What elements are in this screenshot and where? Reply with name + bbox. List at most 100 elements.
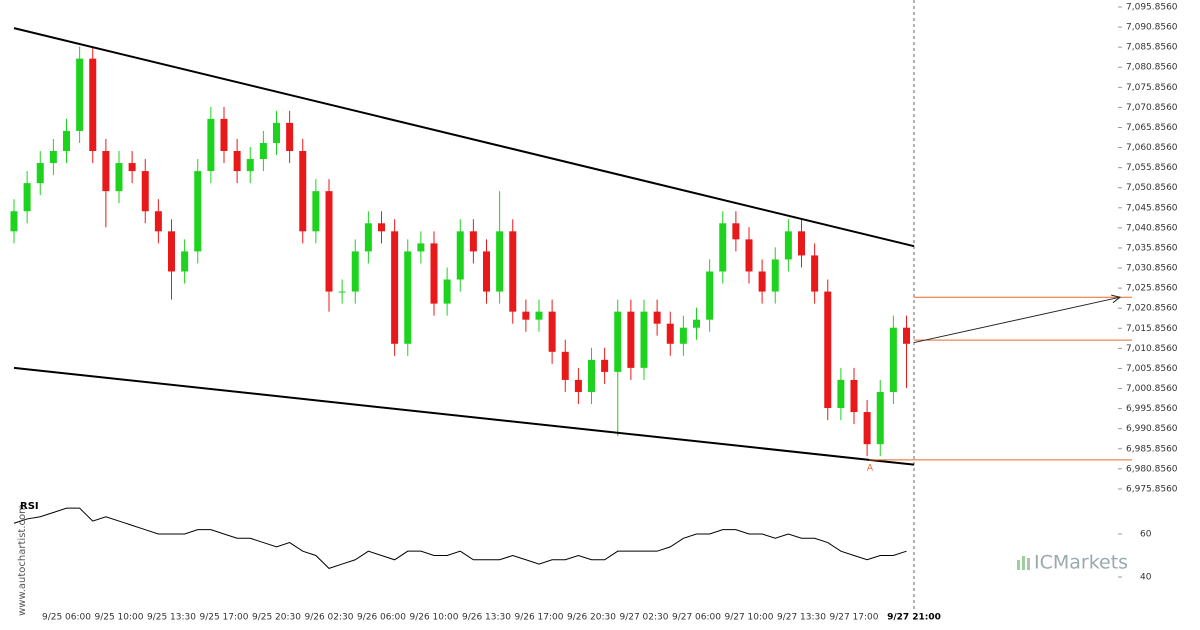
- candle-body: [758, 271, 766, 292]
- y-tick-label: 7,060.8560: [1126, 143, 1178, 153]
- y-tick-label: 7,050.8560: [1126, 183, 1178, 193]
- x-tick-label: 9/26 17:00: [514, 613, 563, 623]
- candle-body: [273, 122, 280, 143]
- candle-body: [522, 311, 530, 320]
- candle-body: [404, 251, 412, 344]
- y-tick-label: 7,080.8560: [1126, 63, 1178, 73]
- y-tick-label: 6,990.8560: [1126, 424, 1178, 434]
- y-tick-label: 7,055.8560: [1126, 163, 1178, 173]
- candle-body: [863, 412, 871, 445]
- forecast-arrow: [913, 296, 1121, 344]
- x-tick-label: 9/26 06:00: [357, 613, 406, 623]
- point-label: A: [867, 464, 874, 474]
- candle-body: [850, 379, 858, 413]
- x-tick-label: 9/27 10:00: [724, 613, 773, 623]
- candle-body: [456, 231, 464, 280]
- candle-body: [286, 122, 294, 152]
- y-tick-label: 7,065.8560: [1126, 123, 1178, 133]
- candle-body: [693, 319, 700, 328]
- rsi-line: [13, 507, 907, 569]
- y-tick-label: 7,085.8560: [1126, 43, 1178, 53]
- x-tick-label: 9/26 20:30: [567, 613, 616, 623]
- y-tick-label: 7,005.8560: [1126, 364, 1178, 374]
- candle-body: [535, 311, 543, 320]
- candle-body: [771, 259, 779, 292]
- candle-body: [732, 223, 740, 240]
- candle-body: [76, 58, 84, 131]
- candle-body: [154, 211, 162, 232]
- x-tick-label: 9/26 02:30: [304, 613, 353, 623]
- channel-upper: [13, 27, 915, 248]
- y-tick-label: 7,025.8560: [1126, 284, 1178, 294]
- y-tick-label: 6,975.8560: [1126, 484, 1178, 494]
- candle-body: [798, 231, 805, 256]
- candle-body: [614, 311, 622, 372]
- arrow-head: [1111, 294, 1122, 304]
- y-tick-label: 7,035.8560: [1126, 243, 1178, 253]
- x-tick-label: 9/27 21:00: [887, 613, 941, 623]
- candle-body: [627, 311, 635, 368]
- y-tick-label: 7,075.8560: [1126, 83, 1178, 93]
- candle-body: [233, 151, 241, 172]
- x-tick-label: 9/25 17:00: [199, 613, 248, 623]
- candle-body: [312, 191, 320, 232]
- candle-body: [574, 379, 582, 392]
- candle-body: [601, 359, 609, 372]
- candle-body: [391, 231, 399, 344]
- y-tick-label: 7,030.8560: [1126, 264, 1178, 274]
- candle-body: [338, 291, 346, 293]
- candle-body: [430, 243, 438, 304]
- logo-bar: [1027, 558, 1030, 570]
- candle-body: [561, 351, 569, 380]
- y-tick-label: 7,095.8560: [1126, 3, 1178, 13]
- candle-body: [36, 163, 44, 184]
- candle-body: [469, 231, 477, 252]
- brand: ICMarkets: [1034, 552, 1128, 574]
- candle-body: [443, 279, 451, 304]
- candle-body: [325, 191, 333, 292]
- candle-body: [10, 211, 18, 232]
- candle-body: [745, 239, 753, 272]
- candle-body: [496, 231, 504, 292]
- candle-body: [351, 251, 359, 292]
- y-tick-label: 7,000.8560: [1126, 384, 1178, 394]
- candle-body: [903, 327, 910, 344]
- candle-body: [115, 163, 123, 192]
- x-tick-label: 9/25 10:00: [94, 613, 143, 623]
- candle-body: [588, 359, 595, 392]
- candle-body: [220, 118, 228, 152]
- candle-body: [259, 142, 267, 160]
- candle-body: [837, 379, 845, 409]
- logo-bar: [1022, 556, 1025, 570]
- brand-logo: ICMarkets: [1017, 552, 1128, 574]
- candle-body: [246, 159, 254, 172]
- candle-body: [128, 163, 136, 172]
- candle-body: [719, 223, 727, 272]
- candle-body: [102, 151, 110, 192]
- y-tick-label: 7,070.8560: [1126, 103, 1178, 113]
- candle-body: [141, 171, 149, 212]
- candle-body: [666, 323, 674, 344]
- candle-body: [181, 251, 189, 272]
- x-tick-label: 9/25 06:00: [42, 613, 91, 623]
- rsi-tick-label: 40: [1140, 572, 1152, 582]
- y-tick-label: 7,020.8560: [1126, 304, 1178, 314]
- x-tick-label: 9/27 13:30: [777, 613, 826, 623]
- candle-body: [548, 311, 556, 352]
- candle-body: [509, 231, 517, 312]
- candle-body: [653, 311, 661, 324]
- rsi-tick-label: 60: [1140, 529, 1152, 539]
- logo-bar: [1017, 560, 1020, 570]
- candle-body: [49, 151, 57, 164]
- rsi-label: RSI: [20, 501, 39, 512]
- candle-body: [824, 291, 832, 409]
- candle-body: [784, 231, 792, 260]
- candle-body: [378, 223, 385, 232]
- x-tick-label: 9/25 13:30: [147, 613, 196, 623]
- candle-body: [168, 231, 175, 272]
- y-tick-label: 7,090.8560: [1126, 23, 1178, 33]
- y-tick-label: 6,985.8560: [1126, 444, 1178, 454]
- x-tick-label: 9/26 13:30: [462, 613, 511, 623]
- candle-body: [63, 130, 70, 152]
- y-tick-label: 7,045.8560: [1126, 203, 1178, 213]
